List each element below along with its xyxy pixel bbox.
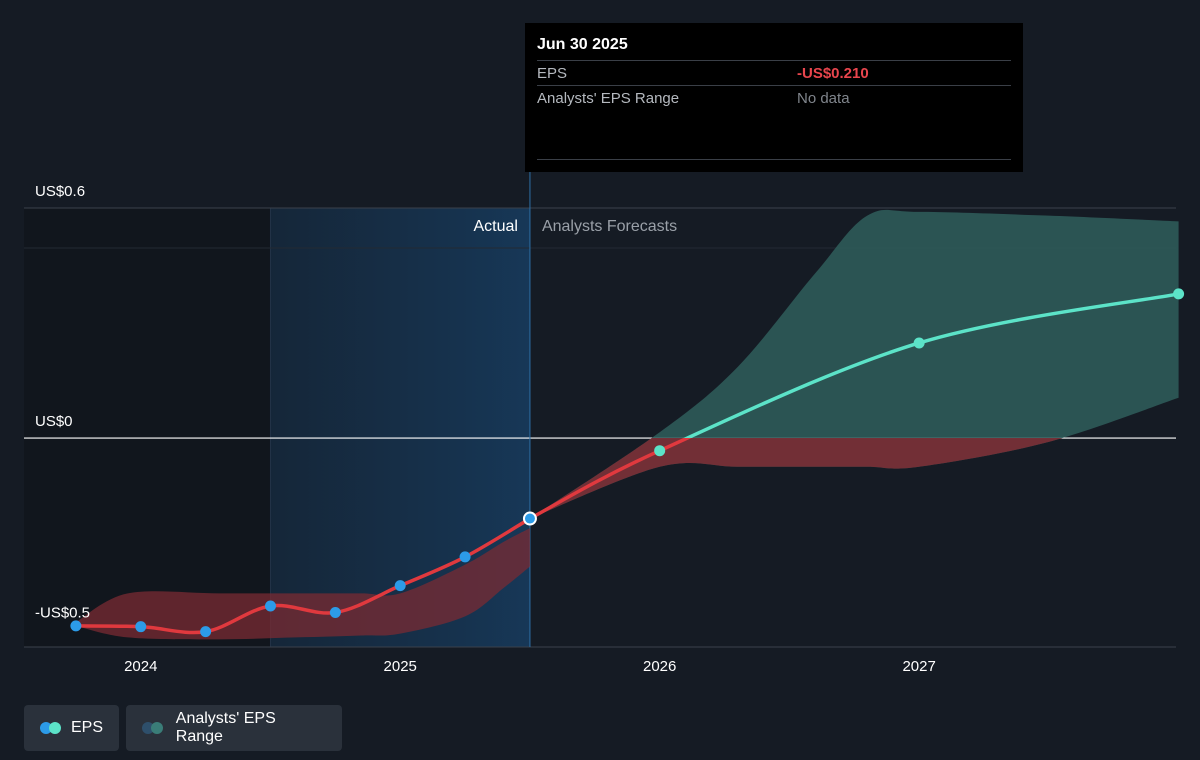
- eps-forecast-line: [683, 292, 1176, 439]
- tooltip-range-value: No data: [797, 90, 850, 107]
- legend-eps-label: EPS: [70, 719, 103, 736]
- actual-period-label: Actual: [473, 218, 517, 235]
- eps-forecast-point: [913, 337, 925, 349]
- eps-actual-point: [70, 620, 82, 632]
- forecast-range-negative-band: [529, 438, 1063, 519]
- eps-forecast-point: [654, 445, 666, 457]
- eps-forecast-point: [1173, 288, 1185, 300]
- y-tick-label: US$0: [35, 413, 73, 430]
- x-tick-label: 2025: [384, 658, 417, 675]
- tooltip-range-label: Analysts' EPS Range: [537, 90, 680, 107]
- x-tick-label: 2026: [643, 658, 676, 675]
- y-tick-label: -US$0.5: [35, 605, 90, 622]
- hover-tooltip: Jun 30 2025 EPS -US$0.210 Analysts' EPS …: [525, 23, 1023, 172]
- tooltip-eps-value: -US$0.210: [797, 65, 869, 82]
- eps-current-point: [522, 511, 537, 526]
- eps-forecast-line-negative: [529, 438, 692, 521]
- legend-eps-button[interactable]: EPS: [24, 705, 119, 751]
- eps-actual-point: [459, 551, 471, 563]
- actual-range-band: [75, 528, 530, 640]
- tooltip-divider: [537, 159, 1011, 160]
- tooltip-eps-label: EPS: [537, 65, 568, 82]
- forecast-period-label: Analysts Forecasts: [542, 218, 677, 235]
- tooltip-eps-row: EPS -US$0.210: [537, 60, 1011, 87]
- legend-range-button[interactable]: Analysts' EPS Range: [126, 705, 342, 751]
- eps-actual-point: [264, 600, 276, 612]
- eps-actual-line: [75, 517, 531, 635]
- eps-actual-point: [329, 606, 341, 618]
- past-shade: [24, 208, 271, 647]
- eps-actual-point: [394, 580, 406, 592]
- tooltip-date: Jun 30 2025: [537, 36, 628, 53]
- eps-actual-point: [200, 626, 212, 638]
- eps-legend-icon: [40, 722, 61, 734]
- legend-range-label: Analysts' EPS Range: [175, 710, 276, 745]
- eps-chart: US$0.6 US$0 -US$0.5 2024 2025 2026 2027 Actual A…: [24, 172, 1185, 675]
- x-tick-label: 2027: [902, 658, 935, 675]
- x-tick-label: 2024: [124, 658, 157, 675]
- y-tick-label: US$0.6: [35, 183, 85, 200]
- tooltip-range-row: Analysts' EPS Range No data: [537, 85, 1011, 112]
- range-legend-icon: [142, 722, 166, 734]
- eps-actual-point: [135, 621, 147, 633]
